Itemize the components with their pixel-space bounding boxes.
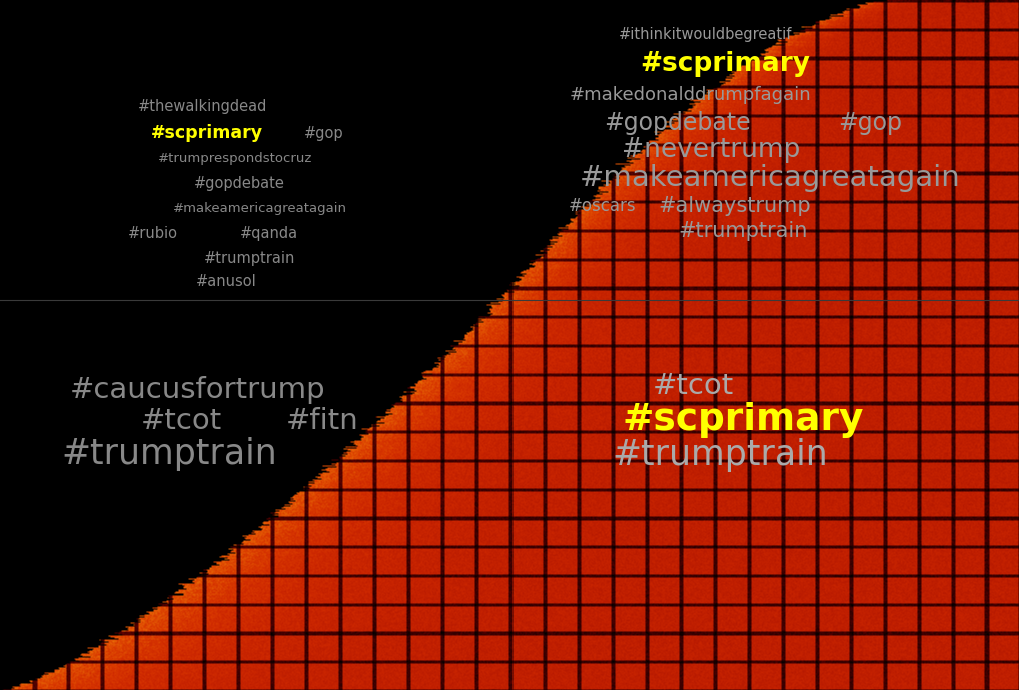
Text: #trumptrain: #trumptrain bbox=[611, 438, 827, 473]
Text: #oscars: #oscars bbox=[569, 197, 636, 215]
Text: #tcot: #tcot bbox=[141, 407, 222, 435]
Text: #gop: #gop bbox=[304, 126, 343, 141]
Text: #trumptrain: #trumptrain bbox=[678, 221, 807, 241]
Text: #makeamericagreatagain: #makeamericagreatagain bbox=[579, 164, 959, 192]
Text: #makeamericagreatagain: #makeamericagreatagain bbox=[173, 202, 347, 215]
Text: #ithinkitwouldbegreatif: #ithinkitwouldbegreatif bbox=[619, 27, 792, 42]
Text: #gopdebate: #gopdebate bbox=[194, 176, 284, 191]
Text: #trumptrain: #trumptrain bbox=[61, 437, 277, 471]
Text: #scprimary: #scprimary bbox=[640, 51, 810, 77]
Text: #thewalkingdead: #thewalkingdead bbox=[138, 99, 267, 115]
Text: #qanda: #qanda bbox=[239, 226, 298, 241]
Text: #rubio: #rubio bbox=[127, 226, 177, 241]
Text: #scprimary: #scprimary bbox=[151, 124, 263, 142]
Text: #trumptrain: #trumptrain bbox=[204, 250, 296, 266]
Text: #fitn: #fitn bbox=[285, 407, 358, 435]
Text: #alwaystrump: #alwaystrump bbox=[657, 196, 810, 215]
Text: #anusol: #anusol bbox=[196, 274, 257, 289]
Text: #gopdebate: #gopdebate bbox=[603, 111, 750, 135]
Text: #trumprespondstocruz: #trumprespondstocruz bbox=[158, 152, 312, 165]
Text: #scprimary: #scprimary bbox=[622, 402, 863, 437]
Text: #nevertrump: #nevertrump bbox=[622, 137, 800, 164]
Text: #makedonalddrumpfagain: #makedonalddrumpfagain bbox=[569, 86, 810, 104]
Text: #caucusfortrump: #caucusfortrump bbox=[69, 376, 325, 404]
Text: #gop: #gop bbox=[838, 111, 902, 135]
Text: #tcot: #tcot bbox=[652, 373, 734, 400]
